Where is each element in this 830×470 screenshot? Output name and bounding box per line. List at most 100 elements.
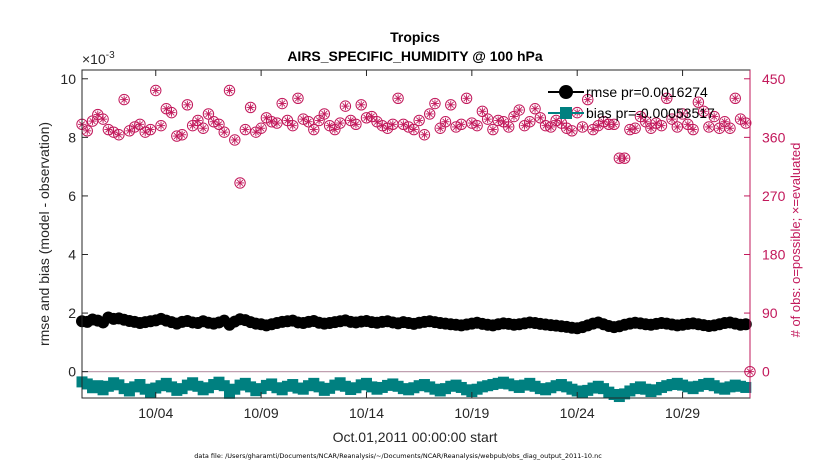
y-axis-left-title: rmse and bias (model - observation) [36,122,52,346]
obs-evaluated-marker [695,99,702,106]
obs-possible-marker [666,113,678,125]
obs-count-point [392,92,404,105]
obs-possible-marker [113,129,125,141]
obs-count-point [165,106,178,119]
obs-count-point [471,119,483,132]
obs-possible-marker [503,121,515,133]
obs-evaluated-marker [215,121,223,128]
legend-rmse-marker [559,85,573,99]
obs-evaluated-marker [547,123,555,131]
obs-evaluated-marker [510,113,518,120]
obs-count-series [76,84,756,378]
obs-evaluated-marker [163,105,170,112]
obs-count-point [661,92,673,105]
obs-possible-marker [229,134,241,146]
obs-evaluated-marker [99,115,107,123]
obs-count-point [223,84,236,97]
x-tick-label: 10/24 [560,405,595,421]
obs-count-point [445,99,457,111]
obs-evaluated-marker [689,126,697,133]
legend: rmse pr=0.0016274 bias pr=-0.00053517 [548,84,715,121]
obs-possible-marker [439,116,452,128]
obs-count-point [176,129,188,141]
obs-evaluated-marker [663,95,670,102]
obs-possible-marker [671,121,683,133]
obs-count-point [713,122,726,134]
obs-count-point [302,116,315,128]
obs-evaluated-marker [205,110,212,118]
obs-evaluated-marker [373,118,381,125]
obs-possible-marker [118,93,130,106]
obs-possible-marker [255,122,267,134]
y-exponent-label: ×10-3 [82,50,115,67]
x-tick-label: 10/09 [244,405,279,421]
obs-count-point [413,114,425,127]
obs-possible-marker [618,152,631,164]
obs-evaluated-marker [726,125,734,132]
obs-evaluated-marker [184,101,191,108]
obs-possible-marker [687,123,699,136]
obs-count-point [387,118,399,131]
obs-evaluated-marker [194,117,202,124]
x-tick-label: 10/29 [665,405,700,421]
obs-evaluated-marker [621,155,628,162]
obs-evaluated-marker [252,129,259,136]
obs-possible-marker [234,177,246,189]
obs-count-point [429,97,441,110]
obs-evaluated-marker [479,108,486,115]
obs-evaluated-marker [737,115,744,123]
y-right-tick-label: 360 [762,129,786,145]
obs-count-point [608,118,620,131]
obs-evaluated-marker [336,119,344,127]
legend-rmse-label: rmse pr=0.0016274 [586,84,708,100]
obs-evaluated-marker [558,119,565,127]
obs-count-point [86,115,99,127]
obs-evaluated-marker [721,118,728,125]
obs-evaluated-marker [705,123,713,131]
obs-evaluated-marker [658,122,665,129]
obs-possible-marker [287,119,299,132]
y-left-tick-label: 6 [68,188,76,204]
obs-count-point [671,121,683,133]
obs-possible-marker [134,118,146,131]
obs-evaluated-marker [315,117,323,124]
obs-count-point [334,117,346,129]
obs-evaluated-marker [147,126,154,133]
obs-evaluated-marker [157,122,165,129]
obs-count-point [524,116,536,128]
obs-count-point [460,92,473,105]
obs-evaluated-marker [342,102,349,110]
rmse-point [739,318,752,331]
obs-evaluated-marker [442,118,449,125]
obs-evaluated-marker [584,96,591,103]
obs-evaluated-marker [236,179,244,187]
obs-count-point [308,123,320,136]
obs-evaluated-marker [458,121,465,128]
obs-evaluated-marker [257,125,265,132]
obs-possible-marker [339,100,352,112]
obs-possible-marker [729,92,741,105]
obs-evaluated-marker [684,121,691,128]
obs-count-point [423,108,436,120]
obs-count-point [287,119,299,132]
obs-count-point [455,118,468,131]
obs-evaluated-marker [152,87,159,94]
obs-evaluated-marker [410,126,418,133]
obs-evaluated-marker [294,95,302,102]
obs-evaluated-marker [178,131,186,138]
obs-possible-marker [529,103,541,115]
y-left-tick-label: 2 [68,305,76,321]
obs-possible-marker [582,93,594,106]
obs-possible-marker [629,122,641,134]
obs-possible-marker [244,101,257,114]
obs-evaluated-marker [416,117,423,124]
obs-evaluated-marker [384,125,391,132]
obs-possible-marker [423,108,436,120]
obs-possible-marker [144,123,157,136]
obs-count-point [418,129,431,141]
obs-count-point [408,123,420,136]
obs-possible-marker [413,114,425,127]
obs-evaluated-marker [589,126,597,133]
obs-count-point [118,93,130,106]
obs-possible-marker [471,119,483,132]
